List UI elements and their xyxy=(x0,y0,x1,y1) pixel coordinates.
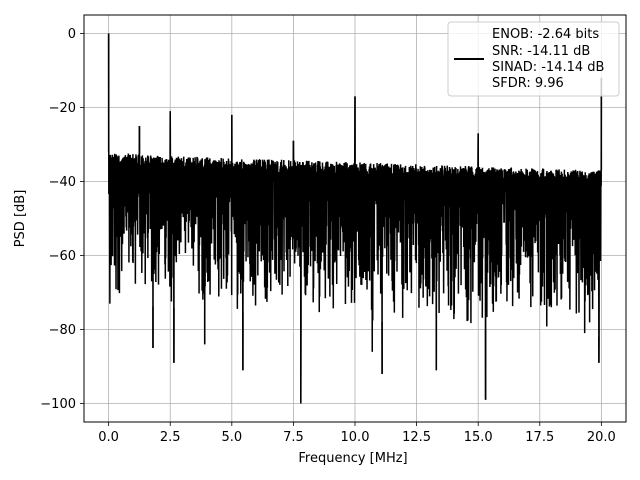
legend-label-sinad: SINAD: -14.14 dB xyxy=(492,60,604,75)
y-tick-label: −20 xyxy=(49,101,76,116)
y-tick-label: −40 xyxy=(49,175,76,190)
series-group xyxy=(107,33,603,404)
x-tick-label: 12.5 xyxy=(402,430,431,445)
x-tick-label: 5.0 xyxy=(221,430,242,445)
x-axis-ticks: 0.0 2.5 5.0 7.5 10.0 12.5 15.0 17.5 20.0 xyxy=(98,422,616,445)
plot-area xyxy=(107,33,603,404)
x-tick-label: 15.0 xyxy=(464,430,493,445)
y-tick-label: −80 xyxy=(49,323,76,338)
legend-box xyxy=(447,21,620,97)
y-tick-label: 0 xyxy=(68,27,76,42)
y-axis-label: PSD [dB] xyxy=(13,190,28,248)
x-tick-label: 2.5 xyxy=(160,430,181,445)
x-tick-label: 20.0 xyxy=(587,430,616,445)
x-tick-label: 7.5 xyxy=(283,430,304,445)
x-axis-label: Frequency [MHz] xyxy=(298,451,407,466)
y-axis-ticks: 0 −20 −40 −60 −80 −100 xyxy=(40,27,84,412)
legend-label-sfdr: SFDR: 9.96 xyxy=(492,76,564,91)
x-tick-label: 0.0 xyxy=(98,430,119,445)
legend: ENOB: -2.64 bits SNR: -14.11 dB SINAD: -… xyxy=(447,21,620,97)
x-tick-label: 10.0 xyxy=(341,430,370,445)
y-tick-label: −100 xyxy=(40,397,76,412)
legend-label-enob: ENOB: -2.64 bits xyxy=(492,27,599,42)
x-tick-label: 17.5 xyxy=(525,430,554,445)
y-tick-label: −60 xyxy=(49,249,76,264)
legend-label-snr: SNR: -14.11 dB xyxy=(492,44,590,59)
